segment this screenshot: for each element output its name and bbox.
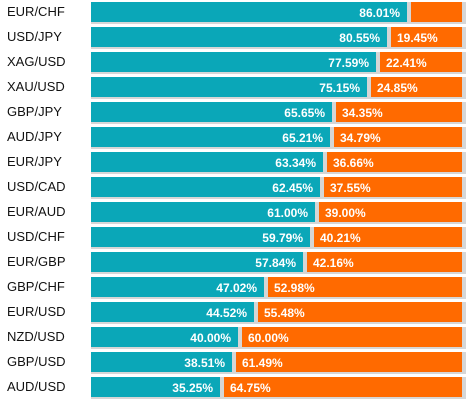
long-value-label: 65.65%: [284, 106, 325, 120]
chart-row: XAU/USD 75.15% 24.85%: [0, 75, 474, 100]
short-value-label: 22.41%: [386, 56, 427, 70]
category-label: XAU/USD: [7, 79, 65, 94]
short-bar: [336, 102, 462, 122]
category-label: GBP/JPY: [7, 104, 62, 119]
short-value-label: 19.45%: [397, 31, 438, 45]
category-label: AUD/JPY: [7, 129, 62, 144]
category-label: EUR/USD: [7, 304, 66, 319]
long-bar: [91, 52, 376, 72]
short-bar: [380, 52, 462, 72]
category-label: USD/CAD: [7, 179, 66, 194]
short-value-label: 34.79%: [340, 131, 381, 145]
chart-row: EUR/GBP 57.84% 42.16%: [0, 250, 474, 275]
long-bar: [91, 327, 238, 347]
chart-row: EUR/AUD 61.00% 39.00%: [0, 200, 474, 225]
long-value-label: 57.84%: [255, 256, 296, 270]
category-label: EUR/JPY: [7, 154, 62, 169]
category-label: XAG/USD: [7, 54, 66, 69]
long-value-label: 80.55%: [339, 31, 380, 45]
short-value-label: 24.85%: [377, 81, 418, 95]
chart-row: USD/CHF 59.79% 40.21%: [0, 225, 474, 250]
long-bar: [91, 77, 367, 97]
short-bar: [307, 252, 462, 272]
category-label: USD/JPY: [7, 29, 62, 44]
category-label: EUR/GBP: [7, 254, 66, 269]
category-label: AUD/USD: [7, 379, 66, 394]
category-label: EUR/CHF: [7, 4, 65, 19]
long-bar: [91, 127, 330, 147]
chart-row: EUR/JPY 63.34% 36.66%: [0, 150, 474, 175]
category-label: GBP/USD: [7, 354, 66, 369]
short-bar: [324, 177, 462, 197]
long-bar: [91, 302, 254, 322]
long-value-label: 75.15%: [319, 81, 360, 95]
chart-row: USD/CAD 62.45% 37.55%: [0, 175, 474, 200]
chart-row: AUD/JPY 65.21% 34.79%: [0, 125, 474, 150]
short-value-label: 34.35%: [342, 106, 383, 120]
long-bar: [91, 377, 220, 397]
short-bar: [334, 127, 462, 147]
long-value-label: 65.21%: [282, 131, 323, 145]
chart-row: AUD/USD 35.25% 64.75%: [0, 375, 474, 400]
long-value-label: 62.45%: [272, 181, 313, 195]
long-value-label: 47.02%: [216, 281, 257, 295]
short-bar: [236, 352, 462, 372]
short-bar: [391, 27, 462, 47]
short-bar: [319, 202, 462, 222]
short-bar: [258, 302, 462, 322]
chart-row: GBP/CHF 47.02% 52.98%: [0, 275, 474, 300]
short-value-label: 37.55%: [330, 181, 371, 195]
long-bar: [91, 352, 232, 372]
category-label: EUR/AUD: [7, 204, 66, 219]
short-bar: [327, 152, 462, 172]
category-label: NZD/USD: [7, 329, 65, 344]
short-value-label: 40.21%: [320, 231, 361, 245]
long-bar: [91, 2, 407, 22]
short-value-label: 39.00%: [325, 206, 366, 220]
short-value-label: 55.48%: [264, 306, 305, 320]
long-value-label: 59.79%: [262, 231, 303, 245]
chart-row: XAG/USD 77.59% 22.41%: [0, 50, 474, 75]
long-bar: [91, 152, 323, 172]
long-value-label: 40.00%: [190, 331, 231, 345]
chart-row: EUR/USD 44.52% 55.48%: [0, 300, 474, 325]
long-bar: [91, 27, 387, 47]
short-value-label: 36.66%: [333, 156, 374, 170]
short-value-label: 64.75%: [230, 381, 271, 395]
long-value-label: 38.51%: [184, 356, 225, 370]
short-bar: [242, 327, 462, 347]
long-value-label: 63.34%: [275, 156, 316, 170]
long-bar: [91, 177, 320, 197]
long-value-label: 44.52%: [206, 306, 247, 320]
short-value-label: 60.00%: [248, 331, 289, 345]
chart-row: GBP/USD 38.51% 61.49%: [0, 350, 474, 375]
category-label: USD/CHF: [7, 229, 65, 244]
short-value-label: 42.16%: [313, 256, 354, 270]
long-value-label: 35.25%: [172, 381, 213, 395]
long-value-label: 61.00%: [267, 206, 308, 220]
short-bar: [224, 377, 462, 397]
short-value-label: 52.98%: [274, 281, 315, 295]
long-bar: [91, 252, 303, 272]
short-value-label: 61.49%: [242, 356, 283, 370]
chart-row: EUR/CHF 86.01%: [0, 0, 474, 25]
chart-row: USD/JPY 80.55% 19.45%: [0, 25, 474, 50]
long-bar: [91, 102, 332, 122]
chart-row: GBP/JPY 65.65% 34.35%: [0, 100, 474, 125]
short-bar: [314, 227, 462, 247]
long-bar: [91, 227, 310, 247]
short-bar: [371, 77, 462, 97]
category-label: GBP/CHF: [7, 279, 65, 294]
long-bar: [91, 277, 264, 297]
long-bar: [91, 202, 315, 222]
short-bar: [411, 2, 462, 22]
long-value-label: 86.01%: [359, 6, 400, 20]
long-value-label: 77.59%: [328, 56, 369, 70]
chart-row: NZD/USD 40.00% 60.00%: [0, 325, 474, 350]
short-bar: [268, 277, 462, 297]
